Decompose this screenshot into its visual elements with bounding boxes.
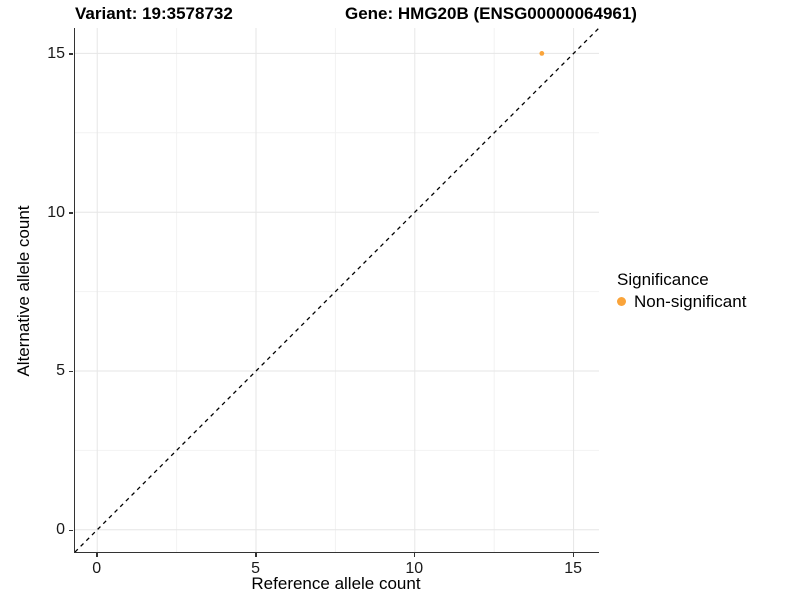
x-tick-label: 5 <box>251 560 260 577</box>
x-tick-label: 0 <box>92 560 102 577</box>
legend-point-icon <box>617 297 626 306</box>
identity-dashed-line <box>75 28 599 552</box>
x-tick-label: 10 <box>405 560 424 577</box>
y-tick-mark <box>69 212 73 214</box>
y-tick-label: 10 <box>47 203 65 221</box>
plot-panel <box>74 28 599 553</box>
gene-title: Gene: HMG20B (ENSG00000064961) <box>345 4 637 23</box>
legend-title: Significance <box>617 270 709 289</box>
x-tick-label: 15 <box>564 560 582 577</box>
legend-item-label: Non-significant <box>634 292 747 311</box>
x-tick-mark <box>413 553 416 557</box>
y-tick-mark <box>69 529 73 532</box>
plot-canvas <box>75 28 599 552</box>
legend-item-non-significant: Non-significant <box>617 292 746 311</box>
data-point <box>539 51 545 56</box>
x-axis-title: Reference allele count <box>251 574 421 593</box>
variant-title: Variant: 19:3578732 <box>75 4 233 23</box>
x-tick-mark <box>255 553 257 557</box>
legend: Significance Non-significant <box>617 270 746 311</box>
y-tick-label: 5 <box>56 362 65 380</box>
y-tick-label: 15 <box>47 44 65 62</box>
x-tick-mark <box>96 553 98 557</box>
y-axis-title: Alternative allele count <box>14 205 33 377</box>
y-tick-mark <box>69 370 73 373</box>
x-tick-mark <box>572 553 575 557</box>
y-tick-mark <box>69 53 73 55</box>
y-tick-label: 0 <box>56 521 65 539</box>
